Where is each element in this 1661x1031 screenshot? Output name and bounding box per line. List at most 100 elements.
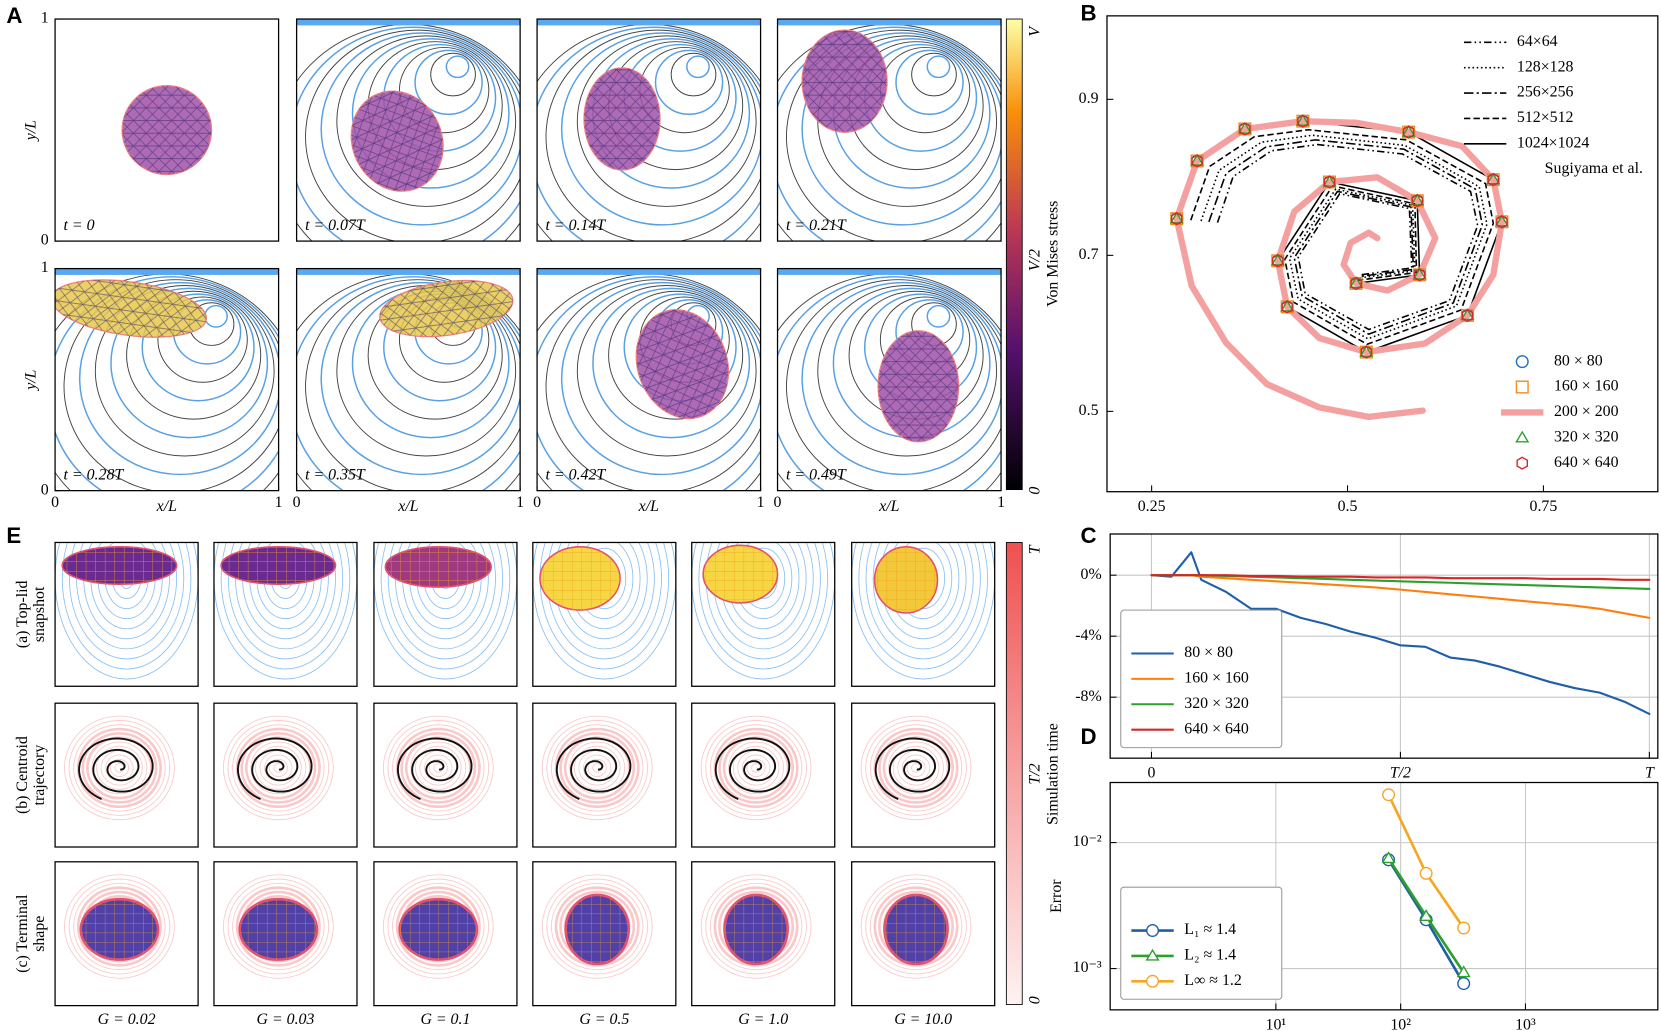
marker bbox=[1413, 268, 1426, 282]
mesh bbox=[636, 309, 729, 419]
streamline bbox=[698, 542, 828, 670]
trace bbox=[860, 874, 972, 979]
y-tick-label: 1 bbox=[41, 259, 49, 276]
subplot bbox=[860, 715, 972, 821]
x-tick-label: T/2 bbox=[1390, 765, 1411, 782]
x-tick-label: 10³ bbox=[1515, 1016, 1536, 1031]
mesh bbox=[62, 546, 177, 585]
subplot bbox=[222, 715, 334, 821]
streamline bbox=[213, 542, 357, 680]
frame bbox=[851, 861, 996, 1007]
frame bbox=[851, 541, 996, 687]
legend-marker bbox=[1145, 948, 1160, 961]
streamline bbox=[63, 279, 279, 491]
frame bbox=[213, 541, 358, 687]
legend-label: 200 × 200 bbox=[1554, 403, 1619, 420]
centroid-path bbox=[714, 737, 791, 800]
subplot bbox=[222, 874, 334, 979]
subplot bbox=[532, 542, 676, 680]
marker bbox=[1494, 214, 1509, 227]
panel-label: B bbox=[1080, 1, 1096, 26]
legend-label: 80 × 80 bbox=[1184, 644, 1233, 661]
streamline bbox=[387, 542, 504, 660]
trace bbox=[554, 886, 640, 967]
lid-flow bbox=[296, 268, 521, 275]
mesh bbox=[724, 894, 788, 964]
mesh bbox=[351, 91, 444, 192]
trace bbox=[268, 758, 288, 777]
subplot bbox=[851, 542, 995, 680]
mesh bbox=[385, 546, 492, 588]
trace bbox=[64, 715, 175, 821]
marker bbox=[1402, 125, 1415, 139]
legend-label: 80 × 80 bbox=[1554, 352, 1603, 369]
trace bbox=[559, 732, 636, 804]
trace bbox=[227, 720, 330, 816]
column-label: G = 10.0 bbox=[894, 1011, 952, 1028]
mesh bbox=[802, 30, 888, 133]
y-tick-label: -8% bbox=[1075, 688, 1101, 705]
legend-marker bbox=[1515, 380, 1529, 394]
subplot bbox=[541, 715, 653, 821]
marker bbox=[1360, 345, 1373, 359]
x-axis-label: x/L bbox=[638, 498, 659, 515]
legend-marker bbox=[1516, 456, 1529, 470]
trace bbox=[551, 882, 644, 971]
legend-box bbox=[1120, 886, 1283, 1000]
legend-marker bbox=[1515, 355, 1529, 369]
trace bbox=[382, 715, 494, 821]
row-label: (b) Centroid bbox=[14, 736, 31, 814]
streamline bbox=[537, 26, 761, 242]
subplot bbox=[537, 268, 761, 491]
streamline bbox=[545, 279, 761, 491]
streamline bbox=[926, 304, 951, 328]
lid-flow bbox=[777, 19, 1002, 26]
x-tick-label: 1 bbox=[997, 494, 1005, 511]
streamline bbox=[560, 32, 761, 226]
legend-label: 160 × 160 bbox=[1554, 378, 1619, 395]
time-label: t = 0 bbox=[64, 217, 95, 234]
trace bbox=[232, 724, 325, 812]
streamline bbox=[576, 284, 757, 457]
trace bbox=[865, 878, 967, 975]
frame bbox=[776, 18, 1002, 242]
marker bbox=[1295, 114, 1310, 126]
mesh bbox=[221, 546, 336, 585]
x-tick-label: 10² bbox=[1390, 1016, 1411, 1031]
trace bbox=[109, 758, 130, 777]
time-label: t = 0.21T bbox=[786, 217, 847, 234]
streamline bbox=[801, 32, 1002, 226]
streamline bbox=[608, 290, 744, 420]
trace bbox=[387, 878, 490, 975]
frame bbox=[532, 861, 677, 1007]
subplot bbox=[777, 268, 1002, 491]
colorbar-label: Simulation time bbox=[1045, 723, 1062, 825]
marker bbox=[1281, 300, 1293, 314]
trace bbox=[541, 715, 653, 821]
y-tick-label: 0.7 bbox=[1079, 246, 1099, 263]
subplot bbox=[860, 874, 972, 979]
plot-area bbox=[1169, 114, 1509, 421]
colorbar bbox=[1005, 542, 1023, 1005]
subplot bbox=[296, 19, 521, 242]
trace bbox=[906, 758, 926, 777]
panel-label: C bbox=[1080, 523, 1096, 548]
streamline bbox=[320, 281, 521, 476]
marker bbox=[1487, 173, 1499, 187]
trace bbox=[865, 720, 967, 816]
subplot bbox=[700, 715, 812, 821]
marker bbox=[1419, 866, 1433, 880]
x-axis-label: x/L bbox=[156, 498, 177, 515]
x-axis-label: x/L bbox=[878, 498, 899, 515]
marker bbox=[1419, 909, 1434, 922]
time-label: t = 0.42T bbox=[546, 466, 607, 483]
x-tick-label: 0 bbox=[293, 494, 301, 511]
marker bbox=[1412, 267, 1427, 280]
subplot bbox=[64, 715, 175, 821]
streamline bbox=[398, 46, 490, 134]
x-tick-label: 1 bbox=[757, 494, 765, 511]
x-tick-label: 0.5 bbox=[1338, 498, 1358, 515]
frame bbox=[536, 267, 762, 492]
frame bbox=[373, 702, 518, 848]
trace bbox=[222, 715, 334, 821]
